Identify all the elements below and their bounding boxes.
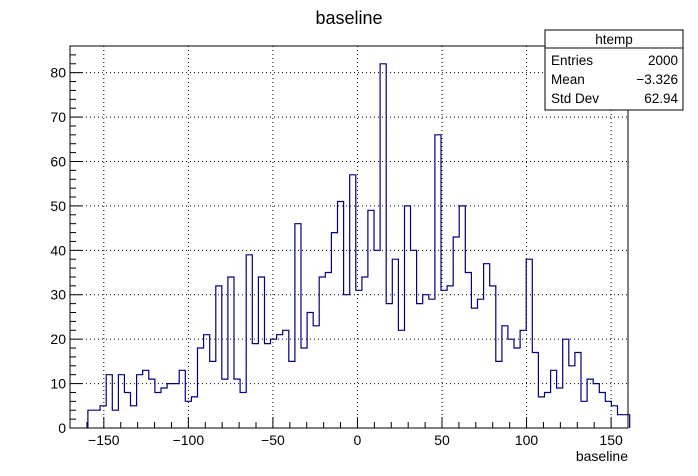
x-tick-label: −50 [261, 432, 285, 448]
y-tick-label: 20 [50, 331, 66, 347]
y-tick-label: 0 [58, 420, 66, 436]
y-tick-label: 70 [50, 109, 66, 125]
plot-frame [69, 45, 629, 429]
axis-ticks [69, 45, 629, 429]
x-tick-labels: −150 −100 −50 0 50 100 150 [88, 432, 623, 448]
histogram-series [87, 63, 631, 428]
stats-stddev-label: Std Dev [551, 91, 599, 106]
stats-box-frame [544, 29, 684, 111]
stats-box: htemp Entries 2000 Mean −3.326 Std Dev 6… [544, 29, 684, 111]
x-tick-label: 150 [599, 432, 623, 448]
y-tick-label: 50 [50, 198, 66, 214]
x-tick-label: 0 [354, 432, 362, 448]
y-tick-label: 60 [50, 153, 66, 169]
stats-mean-label: Mean [551, 72, 585, 87]
x-tick-label: −150 [88, 432, 120, 448]
grid-lines [70, 46, 628, 429]
x-axis-label: baseline [576, 448, 628, 464]
stats-entries-label: Entries [551, 53, 593, 68]
chart-title: baseline [315, 8, 382, 28]
y-tick-labels: 0 10 20 30 40 50 60 70 80 [50, 65, 66, 436]
y-tick-label: 80 [50, 65, 66, 81]
x-tick-label: 50 [434, 432, 450, 448]
y-tick-label: 40 [50, 242, 66, 258]
stats-stddev-value: 62.94 [644, 91, 678, 106]
y-tick-label: 30 [50, 287, 66, 303]
stats-mean-value: −3.326 [636, 72, 678, 87]
stats-box-title: htemp [595, 32, 633, 47]
x-tick-label: −100 [173, 432, 205, 448]
x-tick-label: 100 [515, 432, 539, 448]
stats-entries-value: 2000 [648, 53, 678, 68]
y-tick-label: 10 [50, 376, 66, 392]
